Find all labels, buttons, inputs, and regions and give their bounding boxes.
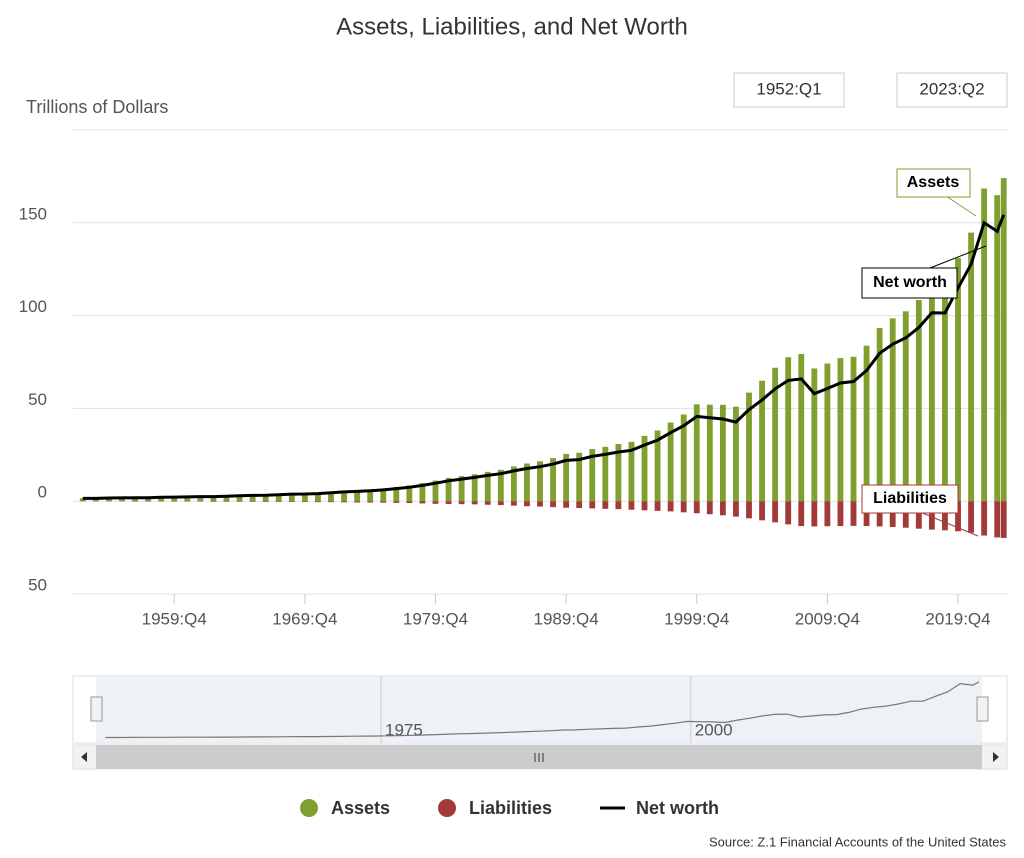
bar xyxy=(746,501,752,518)
bar xyxy=(563,501,569,507)
bar xyxy=(1001,178,1007,501)
range-end[interactable]: 2023:Q2 xyxy=(919,79,984,98)
bar xyxy=(550,501,556,507)
bar xyxy=(981,188,987,501)
bar xyxy=(615,501,621,509)
bar xyxy=(406,501,412,503)
annotation-connector xyxy=(946,196,976,216)
bar xyxy=(981,501,987,535)
chart-title: Assets, Liabilities, and Net Worth xyxy=(336,13,688,40)
bar xyxy=(263,501,269,502)
y-tick-label: 0 xyxy=(38,483,47,502)
bar xyxy=(289,501,295,502)
bar xyxy=(524,501,530,506)
bar xyxy=(576,501,582,508)
bar xyxy=(668,501,674,511)
navigator-handle[interactable] xyxy=(91,697,102,721)
bar xyxy=(537,501,543,506)
legend-label: Assets xyxy=(331,798,390,818)
navigator-tick-label: 1975 xyxy=(385,720,423,739)
bar xyxy=(798,354,804,501)
bar xyxy=(681,501,687,512)
bar xyxy=(968,233,974,502)
bar xyxy=(250,501,256,502)
bar xyxy=(420,501,426,503)
x-tick-label: 1959:Q4 xyxy=(142,609,207,628)
bar xyxy=(838,358,844,501)
x-tick-label: 2019:Q4 xyxy=(925,609,990,628)
bar xyxy=(1001,501,1007,538)
x-tick-label: 1979:Q4 xyxy=(403,609,468,628)
bar xyxy=(838,501,844,526)
bar xyxy=(824,501,830,526)
bar xyxy=(315,501,321,502)
bar xyxy=(707,501,713,514)
bar xyxy=(237,501,243,502)
x-tick-label: 1989:Q4 xyxy=(534,609,599,628)
bar xyxy=(511,501,517,505)
bar xyxy=(472,501,478,504)
y-axis-label: Trillions of Dollars xyxy=(26,97,168,117)
bar xyxy=(811,501,817,526)
bar xyxy=(994,195,1000,501)
bar xyxy=(851,501,857,526)
bar xyxy=(733,501,739,516)
source: Source: Z.1 Financial Accounts of the Un… xyxy=(709,834,1006,849)
bar xyxy=(602,501,608,509)
bar xyxy=(798,501,804,526)
bar xyxy=(446,501,452,504)
legend-label: Liabilities xyxy=(469,798,552,818)
bar xyxy=(367,501,373,502)
bar xyxy=(589,501,595,508)
bar xyxy=(498,501,504,505)
bar xyxy=(720,501,726,515)
legend-swatch xyxy=(300,799,318,817)
y-tick-label: 100 xyxy=(19,297,47,316)
range-start[interactable]: 1952:Q1 xyxy=(756,79,821,98)
bar xyxy=(380,501,386,502)
bar xyxy=(824,363,830,501)
y-tick-label: 50 xyxy=(28,575,47,594)
y-tick-label: 50 xyxy=(28,390,47,409)
navigator-handle[interactable] xyxy=(977,697,988,721)
bar xyxy=(433,501,439,504)
bar xyxy=(759,501,765,520)
bar xyxy=(354,501,360,502)
bar xyxy=(942,284,948,501)
x-tick-label: 1969:Q4 xyxy=(272,609,337,628)
bar xyxy=(485,501,491,505)
annotation: Net worth xyxy=(873,274,947,291)
legend-label: Net worth xyxy=(636,798,719,818)
bar xyxy=(772,501,778,522)
bar xyxy=(994,501,1000,537)
bar xyxy=(694,501,700,513)
bar xyxy=(328,501,334,502)
legend-swatch xyxy=(438,799,456,817)
bar xyxy=(655,501,661,511)
bar xyxy=(811,368,817,501)
bar xyxy=(302,501,308,502)
bar xyxy=(459,501,465,504)
bar xyxy=(642,501,648,510)
bar xyxy=(393,501,399,503)
bar xyxy=(276,501,282,502)
annotation: Assets xyxy=(907,174,960,191)
navigator-tick-label: 2000 xyxy=(695,720,733,739)
bar xyxy=(341,501,347,502)
bar xyxy=(211,501,217,502)
bar xyxy=(968,501,974,533)
x-tick-label: 1999:Q4 xyxy=(664,609,729,628)
navigator-mask[interactable] xyxy=(96,676,982,743)
bar xyxy=(785,501,791,524)
bar xyxy=(224,501,230,502)
y-tick-label: 150 xyxy=(19,204,47,223)
annotation: Liabilities xyxy=(873,490,947,507)
x-tick-label: 2009:Q4 xyxy=(795,609,860,628)
bar xyxy=(629,501,635,510)
